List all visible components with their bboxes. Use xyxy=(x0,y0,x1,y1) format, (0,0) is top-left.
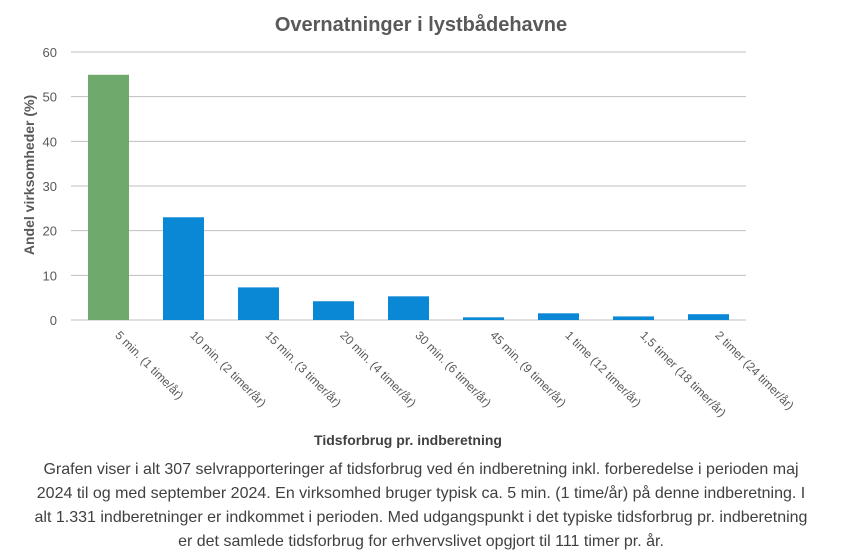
bar xyxy=(688,314,729,320)
bar xyxy=(463,317,504,320)
bar-chart: 0 10 20 30 40 50 60 5 min. (1 time/år) 10 min. … xyxy=(21,45,797,448)
x-tick-label: 1,5 timer (18 timer/år) xyxy=(637,328,728,419)
x-tick-label: 1 time (12 timer/år) xyxy=(562,328,644,410)
x-axis-label: Tidsforbrug pr. indberetning xyxy=(314,432,502,448)
x-tick-label: 15 min. (3 timer/år) xyxy=(262,328,344,410)
y-tick-label: 40 xyxy=(43,134,57,149)
y-tick-label: 20 xyxy=(43,224,57,239)
chart-title: Overnatninger i lystbådehavne xyxy=(274,14,568,36)
y-axis-label: Andel virksomheder (%) xyxy=(21,95,37,255)
x-tick-label: 5 min. (1 time/år) xyxy=(112,328,186,402)
bar xyxy=(538,313,579,320)
bar xyxy=(613,316,654,320)
bar xyxy=(388,296,429,320)
x-tick-label: 45 min. (9 timer/år) xyxy=(487,328,569,410)
x-tick-label: 10 min. (2 timer/år) xyxy=(187,328,269,410)
y-tick-label: 30 xyxy=(43,179,57,194)
x-tick-label: 2 timer (24 timer/år) xyxy=(712,328,796,412)
y-tick-label: 60 xyxy=(43,45,57,60)
bar xyxy=(88,74,129,320)
y-tick-label: 10 xyxy=(43,268,57,283)
y-tick-label: 0 xyxy=(50,313,57,328)
x-tick-label: 20 min. (4 timer/år) xyxy=(337,328,419,410)
chart-caption: Grafen viser i alt 307 selvrapporteringe… xyxy=(34,461,808,550)
bar xyxy=(313,301,354,320)
y-tick-label: 50 xyxy=(43,90,57,105)
x-tick-label: 30 min. (6 timer/år) xyxy=(412,328,494,410)
bar xyxy=(163,217,204,320)
bar xyxy=(238,287,279,320)
